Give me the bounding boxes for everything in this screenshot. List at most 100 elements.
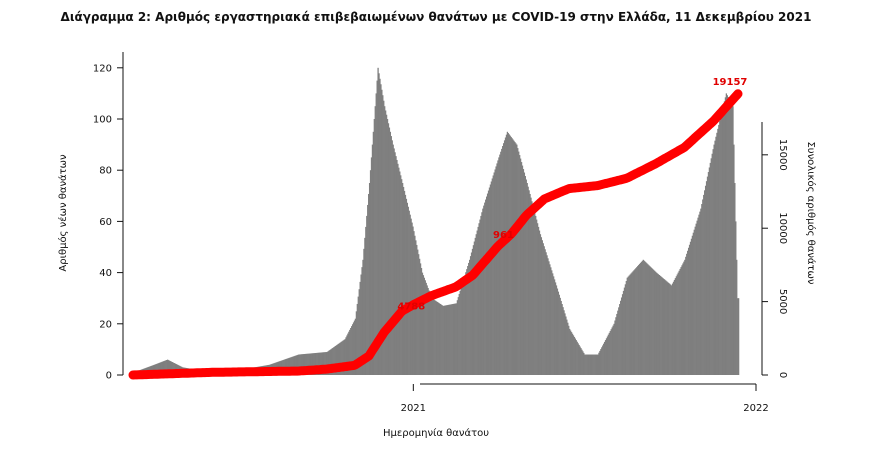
daily-deaths-bar bbox=[169, 361, 172, 375]
daily-deaths-bar bbox=[513, 140, 515, 375]
daily-deaths-bar bbox=[433, 299, 435, 375]
daily-deaths-bar bbox=[580, 348, 582, 375]
daily-deaths-bar bbox=[474, 237, 476, 375]
daily-deaths-bar bbox=[362, 259, 364, 375]
daily-deaths-bar bbox=[358, 289, 360, 375]
daily-deaths-bar bbox=[165, 360, 167, 375]
daily-deaths-bar bbox=[322, 352, 324, 375]
daily-deaths-bar bbox=[349, 329, 351, 375]
daily-deaths-bar bbox=[464, 275, 466, 375]
daily-deaths-bar bbox=[356, 303, 358, 375]
daily-deaths-bar bbox=[340, 341, 342, 375]
daily-deaths-bar bbox=[701, 204, 703, 375]
daily-deaths-bar bbox=[350, 327, 352, 375]
daily-deaths-bar bbox=[463, 278, 465, 375]
daily-deaths-bar bbox=[300, 354, 302, 375]
daily-deaths-bar bbox=[445, 305, 447, 375]
daily-deaths-bar bbox=[309, 353, 311, 375]
daily-deaths-bar bbox=[721, 113, 723, 375]
daily-deaths-bar bbox=[468, 262, 470, 375]
daily-deaths-bar bbox=[484, 202, 486, 375]
x-tick-label: 2021 bbox=[401, 403, 426, 414]
daily-deaths-bar bbox=[607, 334, 610, 375]
left-tick-label: 80 bbox=[99, 166, 112, 177]
daily-deaths-bar bbox=[676, 274, 678, 375]
daily-deaths-bar bbox=[298, 354, 300, 375]
daily-deaths-bar bbox=[709, 162, 711, 375]
daily-deaths-bar bbox=[610, 329, 612, 375]
daily-deaths-bar bbox=[404, 194, 407, 375]
daily-deaths-bar bbox=[434, 300, 436, 375]
daily-deaths-bar bbox=[688, 244, 691, 375]
daily-deaths-bar bbox=[718, 124, 720, 375]
daily-deaths-bar bbox=[164, 360, 166, 375]
daily-deaths-bar bbox=[460, 287, 462, 375]
daily-deaths-bar bbox=[325, 352, 327, 375]
daily-deaths-bar bbox=[695, 223, 697, 375]
daily-deaths-bar bbox=[656, 273, 659, 375]
daily-deaths-bar bbox=[596, 354, 598, 375]
daily-deaths-bar bbox=[467, 266, 469, 375]
daily-deaths-bar bbox=[673, 279, 676, 375]
left-tick-label: 60 bbox=[99, 217, 112, 228]
daily-deaths-bar bbox=[735, 221, 737, 375]
daily-deaths-bar bbox=[715, 136, 717, 375]
daily-deaths-bar bbox=[540, 237, 543, 375]
daily-deaths-bar bbox=[486, 193, 489, 375]
daily-deaths-bar bbox=[637, 265, 640, 375]
daily-deaths-bar bbox=[360, 274, 362, 375]
daily-deaths-bar bbox=[533, 208, 535, 375]
daily-deaths-bar bbox=[355, 311, 358, 375]
daily-deaths-bar bbox=[601, 347, 603, 375]
daily-deaths-bar bbox=[470, 252, 473, 375]
daily-deaths-bar bbox=[498, 157, 500, 375]
daily-deaths-bar bbox=[559, 297, 561, 375]
daily-deaths-bar bbox=[678, 270, 680, 375]
daily-deaths-bar bbox=[547, 258, 549, 375]
daily-deaths-bar bbox=[410, 218, 412, 375]
x-axis-label: Ημερομηνία θανάτου bbox=[383, 427, 489, 439]
daily-deaths-bar bbox=[351, 324, 354, 375]
daily-deaths-bar bbox=[430, 295, 432, 375]
daily-deaths-bar bbox=[348, 331, 350, 375]
daily-deaths-bar bbox=[431, 298, 433, 375]
daily-deaths-bar bbox=[296, 355, 298, 375]
daily-deaths-bar bbox=[301, 354, 303, 375]
daily-deaths-bar bbox=[557, 291, 560, 375]
left-tick-label: 0 bbox=[106, 371, 112, 382]
right-tick-label: 5000 bbox=[777, 289, 788, 314]
daily-deaths-bar bbox=[361, 267, 363, 375]
daily-deaths-bar bbox=[161, 361, 163, 375]
daily-deaths-bar bbox=[704, 190, 706, 375]
daily-deaths-bar bbox=[424, 280, 426, 375]
daily-deaths-bar bbox=[567, 322, 569, 375]
daily-deaths-bar bbox=[461, 284, 463, 375]
daily-deaths-bar bbox=[569, 328, 571, 375]
daily-deaths-bar bbox=[448, 304, 450, 375]
daily-deaths-bar bbox=[605, 338, 608, 375]
daily-deaths-bar bbox=[670, 285, 673, 375]
daily-deaths-bar bbox=[457, 297, 459, 375]
daily-deaths-bar bbox=[510, 136, 512, 375]
daily-deaths-bar bbox=[391, 140, 393, 375]
daily-deaths-bar bbox=[308, 353, 310, 375]
daily-deaths-bar bbox=[603, 343, 605, 375]
daily-deaths-bar bbox=[570, 332, 573, 375]
daily-deaths-bar bbox=[317, 352, 319, 375]
daily-deaths-bar bbox=[162, 361, 164, 375]
daily-deaths-bar bbox=[436, 302, 439, 375]
daily-deaths-bar bbox=[572, 335, 575, 375]
daily-deaths-bar bbox=[342, 340, 344, 375]
daily-deaths-bar bbox=[725, 93, 728, 376]
daily-deaths-bar bbox=[534, 212, 536, 375]
daily-deaths-bar bbox=[376, 80, 378, 375]
daily-deaths-bar bbox=[705, 181, 708, 375]
daily-deaths-bar bbox=[670, 284, 672, 375]
daily-deaths-bar bbox=[582, 351, 584, 375]
daily-deaths-bar bbox=[602, 345, 604, 375]
daily-deaths-bar bbox=[491, 178, 493, 375]
daily-deaths-bar bbox=[293, 356, 295, 375]
daily-deaths-bar bbox=[525, 179, 527, 375]
daily-deaths-bar bbox=[581, 349, 583, 375]
